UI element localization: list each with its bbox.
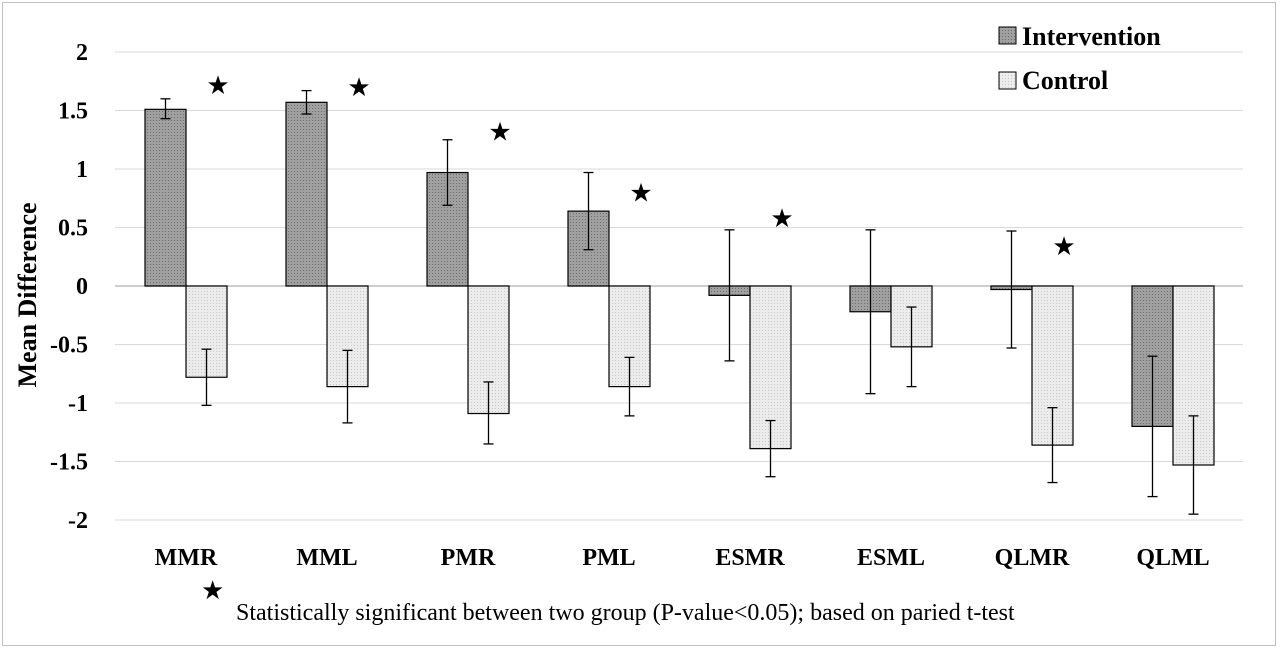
legend-swatch-intervention [998, 26, 1017, 45]
x-axis-tick-labels: MMR MML PMR PML ESMR ESML QLMR QLML [155, 545, 1210, 571]
y-tick-label: 2 [76, 40, 88, 66]
x-tick-label: PMR [441, 545, 496, 571]
star-icon-mmr: ★ [206, 71, 229, 101]
star-icon-pmr: ★ [488, 118, 511, 148]
x-tick-label: ESML [857, 545, 925, 571]
legend-label-intervention: Intervention [1022, 22, 1161, 51]
footnote-text: Statistically significant between two gr… [236, 600, 1015, 626]
x-tick-label: MMR [155, 545, 218, 571]
bars [144, 101, 1215, 466]
x-tick-label: PML [582, 545, 635, 571]
significance-markers: ★ ★ ★ ★ ★ ★ [206, 71, 1075, 262]
star-icon-qlmr: ★ [1052, 232, 1075, 262]
y-tick-label: -0.5 [50, 333, 88, 359]
bar-intervention-mml [285, 101, 328, 287]
y-tick-label: 0 [76, 274, 88, 300]
legend: Intervention Control [998, 22, 1161, 95]
legend-label-control: Control [1022, 66, 1108, 95]
y-tick-label: -1.5 [50, 450, 88, 476]
star-icon-esmr: ★ [770, 204, 793, 234]
y-tick-label: 1.5 [58, 99, 88, 125]
bar-intervention-mmr [144, 108, 187, 287]
error-bars [160, 89, 1199, 515]
x-tick-label: QLML [1136, 545, 1209, 571]
footnote-star-icon: ★ [201, 576, 224, 606]
gridlines [115, 51, 1243, 521]
star-icon-pml: ★ [629, 178, 652, 208]
footnote: ★ Statistically significant between two … [201, 576, 1015, 626]
star-icon-mml: ★ [347, 73, 370, 103]
y-tick-label: -2 [68, 508, 88, 534]
y-axis-tick-labels: 2 1.5 1 0.5 0 -0.5 -1 -1.5 -2 [50, 40, 88, 534]
x-tick-label: ESMR [715, 545, 785, 571]
legend-swatch-control [998, 71, 1017, 90]
x-tick-label: QLMR [995, 545, 1070, 571]
y-tick-label: 1 [76, 157, 88, 183]
y-axis-label: Mean Difference [13, 202, 42, 387]
x-tick-label: MML [296, 545, 357, 571]
y-tick-label: 0.5 [58, 216, 88, 242]
y-tick-label: -1 [68, 391, 88, 417]
